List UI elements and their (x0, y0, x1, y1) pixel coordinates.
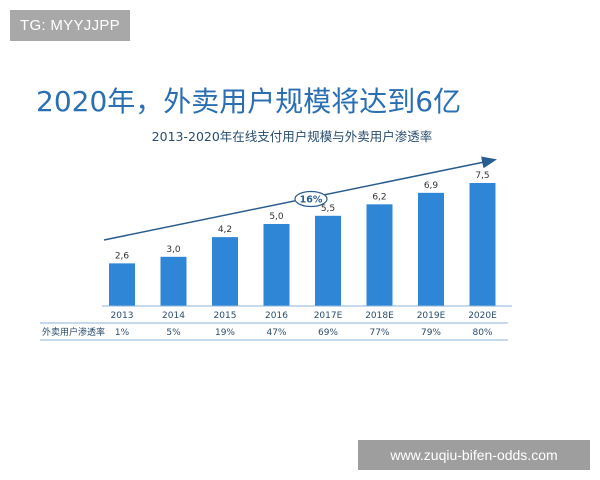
table-cell-2019E: 79% (421, 328, 441, 338)
bar-2017E (315, 215, 341, 306)
x-tick-2020E: 2020E (468, 311, 497, 321)
value-labels-group: 2,6 3,0 4,2 5,0 5,5 6,2 6,9 7,5 (115, 171, 490, 261)
value-label-2016: 5,0 (269, 212, 284, 222)
bar-2015 (212, 237, 238, 306)
chart-title: 2013-2020年在线支付用户规模与外卖用户渗透率 (152, 129, 433, 144)
x-tick-2013: 2013 (111, 311, 134, 321)
bar-2019E (418, 192, 444, 306)
bar-2020E (469, 183, 496, 306)
table-cell-2015: 19% (215, 328, 235, 338)
x-tick-2016: 2016 (265, 311, 288, 321)
value-label-2014: 3,0 (166, 245, 181, 255)
x-axis-labels: 2013 2014 2015 2016 2017E 2018E 2019E 2020E (111, 311, 498, 321)
table-cell-2020E: 80% (472, 328, 492, 338)
table-values: 1% 5% 19% 47% 69% 77% 79% 80% (115, 328, 493, 338)
watermark-top: TG: MYYJJPP (10, 10, 130, 41)
value-label-2013: 2,6 (115, 251, 130, 261)
trend-label: 16% (300, 195, 323, 206)
x-tick-2018E: 2018E (365, 311, 394, 321)
table-cell-2018E: 77% (369, 328, 389, 338)
table-cell-2017E: 69% (318, 328, 338, 338)
table-cell-2016: 47% (266, 328, 286, 338)
watermark-bottom: www.zuqiu-bifen-odds.com (358, 440, 590, 470)
headline: 2020年，外卖用户规模将达到6亿 (36, 85, 462, 118)
value-label-2020E: 7,5 (475, 171, 489, 181)
value-label-2019E: 6,9 (424, 181, 439, 191)
trend-label-ellipse (294, 190, 328, 208)
bar-2013 (109, 263, 135, 306)
table-cell-2013: 1% (115, 328, 130, 338)
value-label-2018E: 6,2 (372, 192, 386, 202)
value-label-2017E: 5,5 (321, 204, 335, 214)
x-tick-2014: 2014 (162, 311, 185, 321)
x-tick-2015: 2015 (214, 311, 237, 321)
x-tick-2017E: 2017E (314, 311, 343, 321)
x-tick-2019E: 2019E (417, 311, 446, 321)
value-label-2015: 4,2 (218, 225, 232, 235)
bar-2018E (366, 204, 393, 306)
bars-group (109, 183, 496, 306)
bar-2014 (160, 256, 187, 306)
bar-2016 (263, 224, 290, 306)
table-row-label: 外卖用户渗透率 (42, 326, 105, 338)
table-cell-2014: 5% (166, 328, 181, 338)
